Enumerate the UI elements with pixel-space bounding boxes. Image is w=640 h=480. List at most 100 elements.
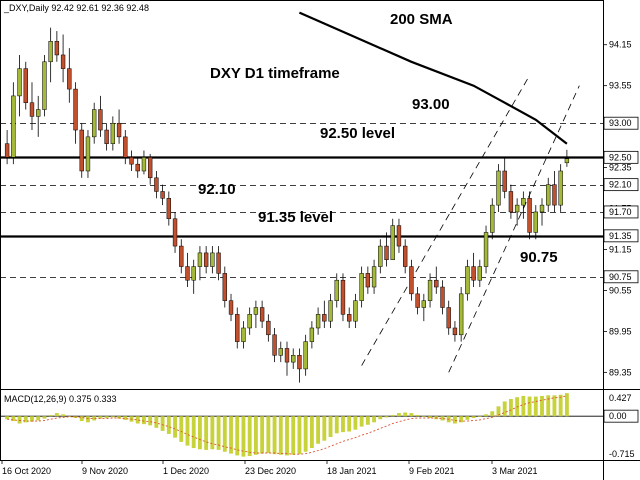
macd-bar xyxy=(390,414,395,417)
macd-bar xyxy=(36,416,41,421)
candle-body xyxy=(172,218,178,247)
macd-bar xyxy=(459,416,464,423)
macd-bar xyxy=(48,414,53,417)
candle-body xyxy=(452,327,458,336)
macd-bar xyxy=(496,406,501,417)
macd-bar xyxy=(322,416,327,441)
macd-bar xyxy=(235,416,240,456)
level-badge-box xyxy=(603,116,639,130)
y-tick-label: 92.35 xyxy=(609,163,632,173)
macd-bar xyxy=(278,416,283,455)
price-channel-lines xyxy=(361,75,580,373)
candle-body xyxy=(483,232,489,267)
macd-bar xyxy=(204,416,209,450)
macd-bar xyxy=(502,401,507,417)
candle-body xyxy=(334,279,339,301)
macd-zero-badge xyxy=(603,409,639,423)
macd-bar xyxy=(166,416,171,434)
macd-bar xyxy=(508,399,513,417)
y-tick-label: 90.55 xyxy=(609,285,632,295)
macd-bar xyxy=(397,413,401,417)
macd-bar xyxy=(477,416,482,417)
candle-body xyxy=(533,211,538,233)
candle-body xyxy=(241,327,246,342)
macd-bar xyxy=(123,416,128,420)
macd-bar xyxy=(347,416,352,432)
macd-bar xyxy=(484,414,488,417)
candle-body xyxy=(36,109,41,117)
macd-bar xyxy=(241,416,246,457)
macd-bar xyxy=(266,416,271,453)
candle-body xyxy=(465,266,470,295)
candle-body xyxy=(458,293,464,336)
channel-line xyxy=(361,75,530,366)
macd-axis-labels: 0.427 0.00 -0.715 xyxy=(603,393,639,459)
level-badges: 93.00 92.50 92.10 91.70 91.35 90.75 xyxy=(603,116,639,284)
candle-body xyxy=(79,129,84,172)
level-9075-label: 90.75 xyxy=(520,249,558,266)
candle-body xyxy=(23,68,28,103)
macd-bar xyxy=(110,416,115,418)
y-tick-label: 89.95 xyxy=(609,326,632,336)
candle-body xyxy=(147,157,153,179)
candle-body xyxy=(85,136,91,172)
macd-label: MACD(12,26,9) 0.375 0.333 xyxy=(4,394,117,404)
candle-body xyxy=(203,252,209,267)
macd-bar xyxy=(378,416,383,420)
candle-body xyxy=(539,204,545,213)
candle-body xyxy=(185,266,190,281)
macd-bar xyxy=(359,416,364,427)
level-badge-text: 92.50 xyxy=(609,152,632,162)
candle-body xyxy=(110,122,116,144)
sma-200-line xyxy=(298,11,568,145)
macd-bar xyxy=(67,416,72,417)
level-badge-box xyxy=(603,270,639,284)
candle-body xyxy=(359,273,364,301)
level-badge-text: 91.35 xyxy=(609,231,632,241)
level-badge-text: 93.00 xyxy=(609,118,632,128)
candle-body xyxy=(253,307,259,315)
candle-body xyxy=(17,68,22,97)
macd-bar xyxy=(11,416,16,422)
macd-bar xyxy=(210,416,215,450)
macd-bar xyxy=(409,413,414,417)
macd-bar xyxy=(79,416,84,422)
macd-bar xyxy=(160,416,165,431)
macd-bar xyxy=(341,416,345,433)
candle-body xyxy=(347,314,352,322)
macd-bar xyxy=(272,416,277,455)
macd-bar xyxy=(521,395,526,417)
candle-body xyxy=(446,307,451,329)
candle-body xyxy=(315,314,321,329)
macd-bar xyxy=(197,416,202,450)
candle-body xyxy=(278,348,283,356)
candle-body xyxy=(490,204,495,233)
level-9135-label: 91.35 level xyxy=(258,209,333,226)
candle-body xyxy=(284,348,290,363)
candle-body xyxy=(502,170,507,192)
x-tick-label: 23 Dec 2020 xyxy=(245,466,296,476)
candle-body xyxy=(60,54,66,69)
level-badge-text: 90.75 xyxy=(609,272,632,282)
candle-body xyxy=(552,184,557,206)
candle-body xyxy=(303,341,308,370)
candle-body xyxy=(527,198,532,233)
candle-body xyxy=(266,320,271,336)
candle-body xyxy=(440,286,445,308)
candle-body xyxy=(73,88,78,131)
level-9210-label: 92.10 xyxy=(198,181,236,198)
candle-body xyxy=(191,266,196,281)
macd-bar xyxy=(260,416,265,454)
candle-body xyxy=(421,300,427,308)
candle-body xyxy=(160,191,165,199)
y-tick-label: 94.15 xyxy=(609,40,632,50)
candle-body xyxy=(291,355,296,363)
candle-body xyxy=(558,170,563,206)
level-badge-box xyxy=(603,229,639,243)
macd-bar xyxy=(421,416,426,417)
macd-bar xyxy=(490,411,495,417)
level-9250-label: 92.50 level xyxy=(320,125,395,142)
macd-bar xyxy=(334,416,339,434)
macd-bar xyxy=(247,416,252,457)
level-badge-box xyxy=(603,205,639,219)
